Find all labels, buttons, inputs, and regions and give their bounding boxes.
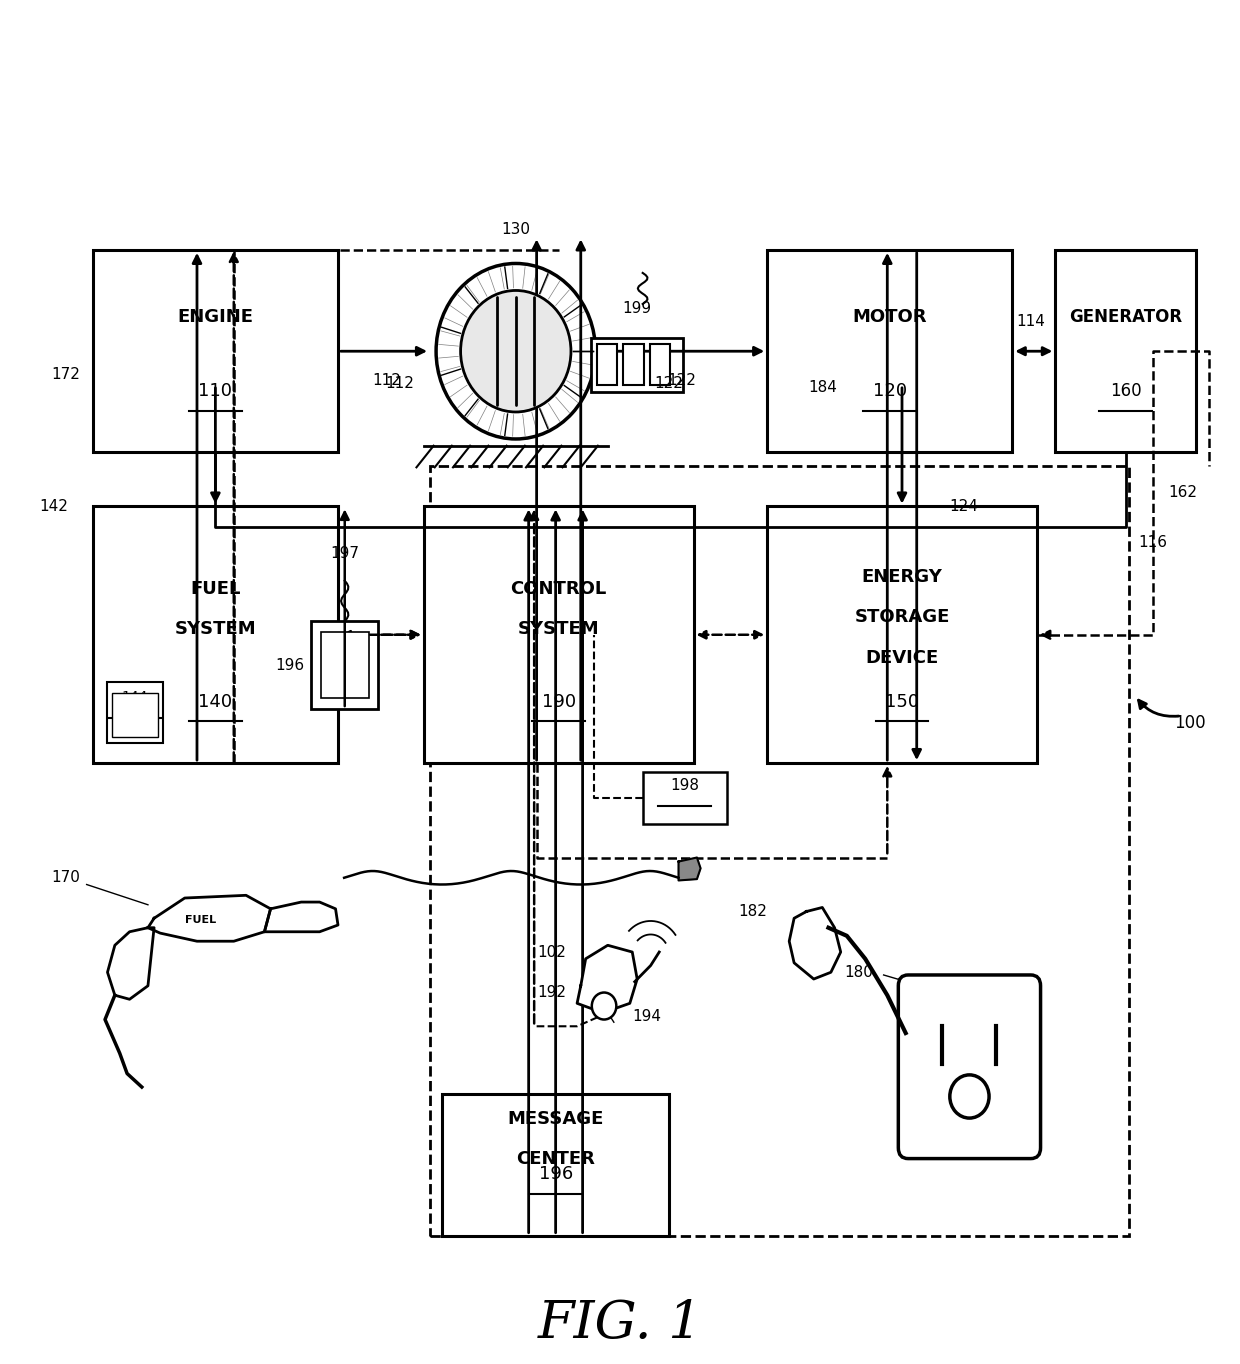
Polygon shape [577, 945, 637, 1013]
Circle shape [950, 1075, 990, 1118]
Text: 112: 112 [384, 376, 414, 391]
Text: 140: 140 [198, 693, 232, 711]
Text: 162: 162 [1168, 486, 1197, 501]
Polygon shape [264, 902, 339, 932]
FancyBboxPatch shape [113, 693, 157, 738]
Text: 199: 199 [622, 300, 651, 315]
Text: 184: 184 [808, 381, 837, 396]
Text: FUEL: FUEL [185, 915, 216, 925]
Text: FIG. 1: FIG. 1 [538, 1297, 702, 1349]
FancyBboxPatch shape [311, 621, 378, 709]
FancyBboxPatch shape [768, 506, 1037, 762]
Text: CONTROL: CONTROL [511, 580, 606, 597]
Text: MESSAGE: MESSAGE [507, 1110, 604, 1128]
Text: 197: 197 [330, 546, 360, 561]
FancyBboxPatch shape [768, 250, 1012, 453]
Text: 122: 122 [667, 374, 696, 389]
Text: 190: 190 [542, 693, 575, 711]
FancyBboxPatch shape [443, 1094, 670, 1236]
Text: 110: 110 [198, 382, 232, 400]
Text: 112: 112 [372, 374, 402, 389]
Polygon shape [789, 907, 841, 979]
FancyBboxPatch shape [321, 632, 368, 698]
Circle shape [460, 291, 570, 412]
FancyBboxPatch shape [590, 338, 682, 391]
Text: 100: 100 [1174, 713, 1207, 731]
Text: 170: 170 [52, 870, 81, 885]
Polygon shape [678, 858, 701, 881]
Text: GENERATOR: GENERATOR [1069, 308, 1182, 326]
FancyBboxPatch shape [1055, 250, 1197, 453]
Text: FUEL: FUEL [190, 580, 241, 597]
Text: 172: 172 [52, 367, 81, 382]
Text: 144: 144 [122, 690, 149, 704]
Text: 102: 102 [537, 944, 565, 959]
FancyBboxPatch shape [898, 975, 1040, 1158]
Text: 182: 182 [738, 904, 768, 919]
Text: 160: 160 [1110, 382, 1142, 400]
Text: ENERGY: ENERGY [862, 567, 942, 585]
Text: 116: 116 [1138, 536, 1167, 551]
Text: 114: 114 [1017, 314, 1045, 329]
Text: 194: 194 [632, 1009, 661, 1024]
Text: 150: 150 [885, 693, 919, 711]
Text: 122: 122 [655, 376, 683, 391]
Text: 120: 120 [873, 382, 906, 400]
Text: CENTER: CENTER [516, 1150, 595, 1168]
Text: 180: 180 [844, 964, 873, 979]
Bar [650, 345, 671, 385]
Text: SYSTEM: SYSTEM [175, 621, 257, 638]
Text: 124: 124 [949, 499, 978, 514]
Text: 196: 196 [538, 1165, 573, 1184]
Text: 130: 130 [501, 222, 531, 237]
Text: SYSTEM: SYSTEM [518, 621, 599, 638]
Bar [624, 345, 644, 385]
Text: MOTOR: MOTOR [852, 308, 928, 326]
Circle shape [436, 263, 595, 439]
Polygon shape [108, 928, 154, 1000]
Text: 198: 198 [671, 777, 699, 792]
Circle shape [591, 993, 616, 1019]
Text: DEVICE: DEVICE [866, 649, 939, 667]
FancyBboxPatch shape [424, 506, 693, 762]
Text: 142: 142 [40, 499, 68, 514]
FancyBboxPatch shape [93, 506, 339, 762]
Bar [596, 345, 618, 385]
FancyBboxPatch shape [108, 682, 162, 743]
Text: STORAGE: STORAGE [854, 608, 950, 626]
Text: 192: 192 [537, 985, 565, 1000]
Text: 196: 196 [275, 657, 305, 672]
FancyBboxPatch shape [644, 772, 727, 824]
Polygon shape [148, 895, 270, 941]
Text: ENGINE: ENGINE [177, 308, 253, 326]
FancyBboxPatch shape [93, 250, 339, 453]
